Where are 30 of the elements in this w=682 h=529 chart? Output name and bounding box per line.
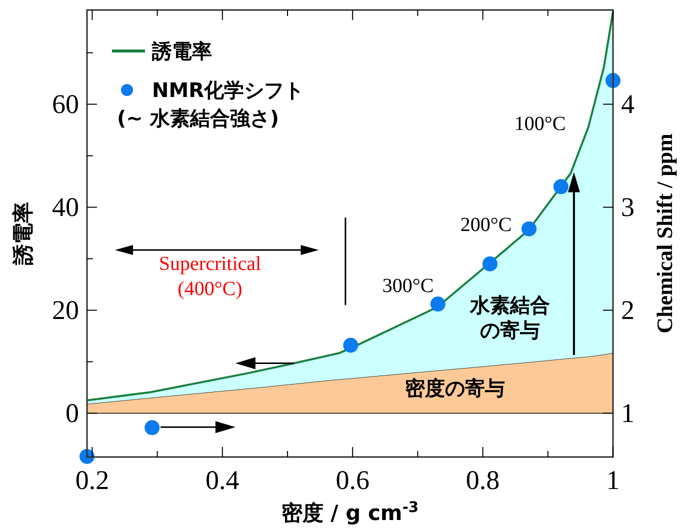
annotation: 水素結合の寄与 — [469, 293, 550, 342]
x-axis-title: 密度 / g cm$^{-3}$ — [281, 498, 419, 525]
y2-tick-label: 2 — [621, 295, 634, 326]
point — [522, 221, 537, 236]
point — [343, 338, 358, 353]
point — [553, 179, 568, 194]
annotation: Supercritical (400°C) — [158, 252, 262, 300]
y2-tick-label: 1 — [621, 398, 634, 428]
x-tick-label: 0.4 — [206, 465, 240, 495]
point — [430, 296, 446, 312]
y-tick-label: 20 — [52, 295, 79, 326]
y2-tick-label: 3 — [621, 192, 634, 222]
legend-label: 誘電率 — [151, 39, 212, 63]
legend-label: NMR化学シフト (~ 水素結合強さ) — [117, 78, 304, 130]
y-tick-label: 60 — [52, 89, 79, 120]
annotation: 300°C — [382, 274, 434, 297]
y2-tick-label: 4 — [621, 89, 635, 120]
point — [482, 256, 498, 272]
y-tick-label: 40 — [52, 192, 79, 222]
annotation: 100°C — [514, 112, 566, 135]
annotation: 密度の寄与 — [405, 376, 505, 400]
y-tick-label: 0 — [66, 398, 79, 428]
x-tick-label: 0.8 — [466, 465, 500, 495]
y2-axis-title: Chemical Shift / ppm — [652, 134, 677, 334]
x-tick-label: 1 — [606, 465, 620, 495]
annotation: 200°C — [460, 214, 512, 236]
x-tick-label: 0.6 — [336, 465, 370, 495]
point — [144, 420, 160, 436]
x-tick-label: 0.2 — [75, 465, 110, 495]
y-axis-title: 誘電率 — [11, 202, 35, 266]
